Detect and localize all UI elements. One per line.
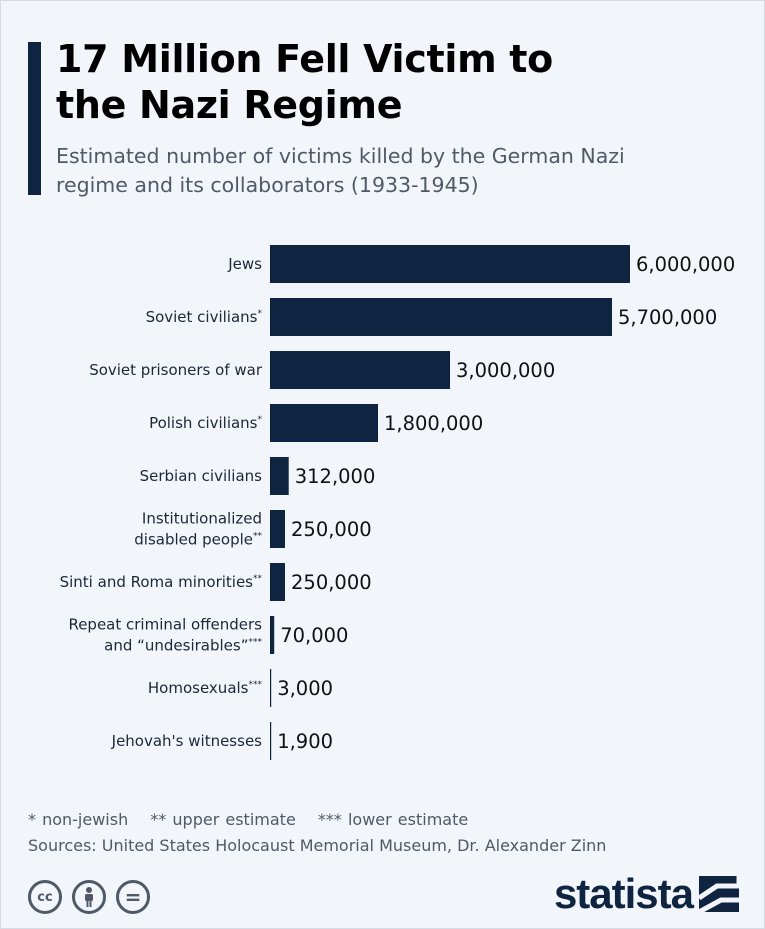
category-label: and “undesirables”*** (104, 637, 262, 655)
bar (270, 510, 285, 548)
no-derivatives-icon[interactable]: = (116, 880, 150, 914)
sources-text: Sources: United States Holocaust Memoria… (28, 836, 607, 855)
cc-icon[interactable]: cc (28, 880, 62, 914)
attribution-icon[interactable] (72, 880, 106, 914)
bar (270, 563, 285, 601)
bar (270, 351, 450, 389)
title-line-2: the Nazi Regime (56, 83, 403, 127)
chart-subtitle: Estimated number of victims killed by th… (56, 142, 746, 200)
value-label: 6,000,000 (636, 253, 735, 276)
footnote-upper-estimate: ** upper estimate (150, 810, 296, 829)
title-line-1: 17 Million Fell Victim to (56, 37, 553, 81)
subtitle-line-1: Estimated number of victims killed by th… (56, 144, 625, 168)
value-label: 250,000 (291, 518, 372, 541)
statista-logo-icon (699, 876, 739, 912)
category-label: Sinti and Roma minorities** (60, 573, 263, 591)
category-label: Homosexuals*** (148, 679, 263, 697)
value-label: 3,000 (277, 677, 333, 700)
value-label: 1,800,000 (384, 412, 483, 435)
value-label: 250,000 (291, 571, 372, 594)
category-label: Serbian civilians (140, 467, 263, 485)
statista-logo[interactable]: statista (554, 872, 739, 916)
value-label: 1,900 (277, 730, 333, 753)
subtitle-line-2: regime and its collaborators (1933-1945) (56, 173, 479, 197)
value-label: 5,700,000 (618, 306, 717, 329)
bar (270, 404, 378, 442)
bar (270, 616, 275, 654)
bar (270, 298, 612, 336)
person-glyph (85, 887, 93, 907)
bar (270, 722, 272, 760)
title-accent-bar (28, 42, 41, 195)
category-label: Jehovah's witnesses (111, 732, 263, 750)
footnote-legend: * non-jewish ** upper estimate *** lower… (28, 810, 484, 829)
category-label: Soviet prisoners of war (89, 361, 263, 379)
bar (270, 669, 272, 707)
category-label: Soviet civilians* (146, 308, 263, 326)
equal-sign-label: = (124, 885, 142, 909)
value-label: 70,000 (280, 624, 348, 647)
footnote-lower-estimate: *** lower estimate (317, 810, 469, 829)
cc-icon-label: cc (37, 889, 53, 905)
statista-logo-text: statista (553, 870, 694, 917)
category-label: Repeat criminal offenders (68, 616, 262, 634)
category-label: Institutionalized (142, 510, 262, 528)
category-label: disabled people** (134, 531, 262, 549)
footnote-non-jewish: * non-jewish (28, 810, 129, 829)
value-label: 312,000 (295, 465, 376, 488)
category-label: Polish civilians* (149, 414, 262, 432)
bar-chart: 6,000,000 Jews 5,700,000 Soviet civilians* 3… (60, 245, 735, 760)
value-label: 3,000,000 (456, 359, 555, 382)
license-icons: cc = (28, 880, 150, 914)
bar (270, 457, 289, 495)
bar (270, 245, 630, 283)
category-label: Jews (227, 255, 262, 273)
chart-title: 17 Million Fell Victim to the Nazi Regim… (56, 36, 736, 128)
